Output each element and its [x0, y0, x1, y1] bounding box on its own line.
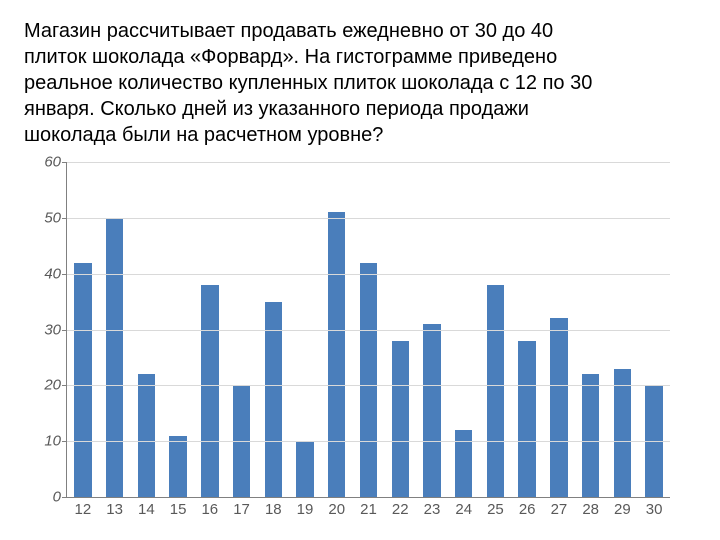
y-axis-label: 0	[53, 489, 67, 506]
bar	[201, 285, 218, 497]
y-axis-label: 50	[44, 209, 67, 226]
x-axis-label: 21	[360, 497, 377, 518]
gridline	[67, 330, 670, 331]
bar	[518, 341, 535, 497]
y-axis-label: 60	[44, 154, 67, 171]
x-axis-label: 26	[519, 497, 536, 518]
y-axis-label: 10	[44, 433, 67, 450]
x-axis-label: 20	[328, 497, 345, 518]
bar	[74, 263, 91, 498]
plot-area: 0102030405060121314151617181920212223242…	[66, 162, 670, 498]
bar	[423, 324, 440, 497]
bar-chart: 0102030405060121314151617181920212223242…	[30, 162, 670, 522]
y-axis-label: 40	[44, 265, 67, 282]
bar	[296, 441, 313, 497]
x-axis-label: 12	[75, 497, 92, 518]
x-axis-label: 25	[487, 497, 504, 518]
x-axis-label: 18	[265, 497, 282, 518]
x-axis-label: 24	[455, 497, 472, 518]
y-axis-label: 30	[44, 321, 67, 338]
bar	[487, 285, 504, 497]
bar	[265, 302, 282, 497]
gridline	[67, 274, 670, 275]
gridline	[67, 218, 670, 219]
x-axis-label: 19	[297, 497, 314, 518]
x-axis-label: 23	[424, 497, 441, 518]
bar	[455, 430, 472, 497]
x-axis-label: 16	[201, 497, 218, 518]
bar	[360, 263, 377, 498]
x-axis-label: 15	[170, 497, 187, 518]
bar	[582, 374, 599, 497]
bar	[614, 369, 631, 497]
x-axis-label: 13	[106, 497, 123, 518]
bar	[392, 341, 409, 497]
gridline	[67, 441, 670, 442]
question-text: Магазин рассчитывает продавать ежедневно…	[24, 18, 696, 148]
x-axis-label: 29	[614, 497, 631, 518]
gridline	[67, 385, 670, 386]
x-axis-label: 27	[551, 497, 568, 518]
bar	[169, 436, 186, 497]
bar	[138, 374, 155, 497]
bar	[106, 218, 123, 497]
x-axis-label: 22	[392, 497, 409, 518]
x-axis-label: 28	[582, 497, 599, 518]
x-axis-label: 17	[233, 497, 250, 518]
x-axis-label: 30	[646, 497, 663, 518]
bar	[328, 212, 345, 497]
gridline	[67, 162, 670, 163]
y-axis-label: 20	[44, 377, 67, 394]
bar	[550, 318, 567, 497]
page-root: { "question_text": "Магазин рассчитывает…	[0, 0, 720, 540]
x-axis-label: 14	[138, 497, 155, 518]
